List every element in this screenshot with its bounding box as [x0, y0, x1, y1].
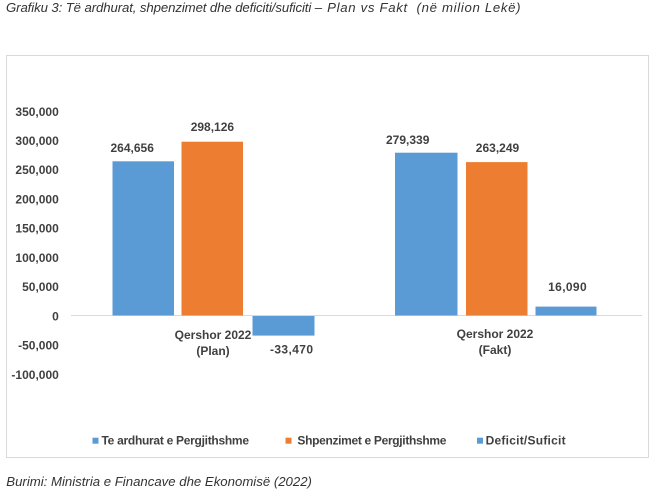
- svg-text:Te ardhurat e Pergjithshme: Te ardhurat e Pergjithshme: [102, 434, 250, 448]
- svg-text:Shpenzimet e Pergjithshme: Shpenzimet e Pergjithshme: [297, 434, 446, 448]
- svg-text:Burimi: Ministria e Financave: Burimi: Ministria e Financave dhe Ekonom…: [6, 474, 312, 489]
- svg-text:263,249: 263,249: [476, 141, 520, 155]
- svg-text:264,656: 264,656: [111, 141, 155, 155]
- svg-text:100,000: 100,000: [15, 251, 59, 265]
- svg-text:0: 0: [52, 309, 59, 323]
- svg-text:Deficit/Suficit: Deficit/Suficit: [486, 434, 566, 448]
- svg-text:-33,470: -33,470: [270, 342, 313, 356]
- svg-text:279,339: 279,339: [386, 133, 430, 147]
- svg-text:298,126: 298,126: [191, 120, 235, 134]
- svg-text:(Plan): (Plan): [196, 344, 229, 358]
- svg-text:(Fakt): (Fakt): [479, 343, 512, 357]
- svg-text:Grafiku 3: Të ardhurat, shpenz: Grafiku 3: Të ardhurat, shpenzimet dhe d…: [6, 0, 521, 15]
- svg-text:-50,000: -50,000: [18, 339, 59, 353]
- svg-text:16,090: 16,090: [548, 280, 587, 294]
- svg-text:300,000: 300,000: [15, 134, 59, 148]
- svg-text:Qershor 2022: Qershor 2022: [457, 327, 534, 341]
- svg-text:Qershor 2022: Qershor 2022: [175, 328, 252, 342]
- svg-text:200,000: 200,000: [15, 193, 59, 207]
- svg-text:-100,000: -100,000: [11, 368, 59, 382]
- svg-text:350,000: 350,000: [15, 105, 59, 119]
- svg-text:150,000: 150,000: [15, 222, 59, 236]
- svg-text:50,000: 50,000: [22, 280, 59, 294]
- svg-text:250,000: 250,000: [15, 163, 59, 177]
